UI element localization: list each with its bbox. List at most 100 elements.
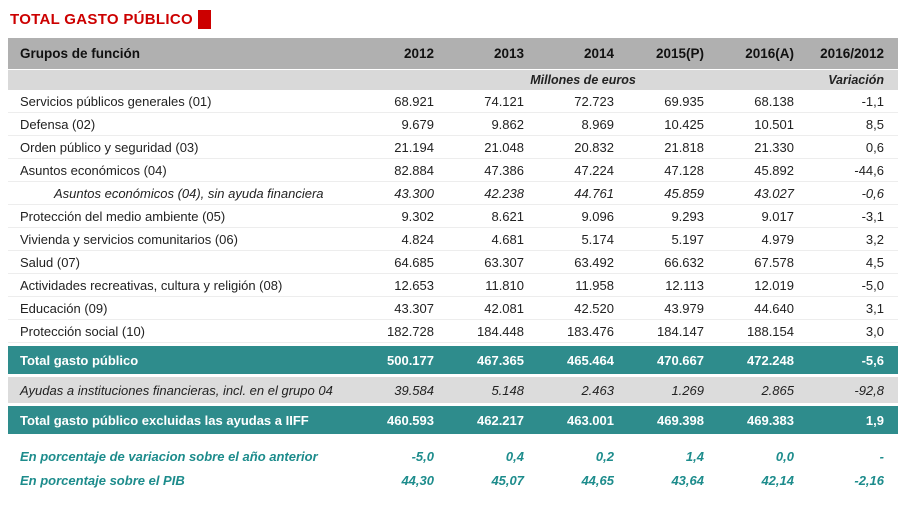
row-value: 0,0 bbox=[775, 448, 794, 464]
row-value: 11.810 bbox=[485, 277, 524, 293]
row-label: Orden público y seguridad (03) bbox=[20, 139, 199, 155]
row-value: 63.492 bbox=[574, 254, 614, 270]
row-label: Salud (07) bbox=[20, 254, 80, 270]
units-label: Millones de euros bbox=[530, 73, 636, 87]
row-value: 3,0 bbox=[865, 323, 884, 339]
row-value: 1.269 bbox=[671, 382, 704, 398]
row-value: -92,8 bbox=[854, 382, 884, 398]
header-year-2016a: 2016(A) bbox=[745, 46, 794, 61]
table-row: Orden público y seguridad (03) 21.194 21.0… bbox=[8, 136, 898, 159]
table-row: Salud (07) 64.685 63.307 63.492 66.632 67.578… bbox=[8, 251, 898, 274]
row-value: 47.386 bbox=[484, 162, 524, 178]
row-value: -3,1 bbox=[861, 208, 884, 224]
row-value: 68.138 bbox=[754, 93, 794, 109]
header-year-2014: 2014 bbox=[583, 46, 614, 61]
row-value: 82.884 bbox=[394, 162, 434, 178]
row-value: 67.578 bbox=[754, 254, 794, 270]
table-row: Defensa (02) 9.679 9.862 8.969 10.425 10.501 8… bbox=[8, 113, 898, 136]
row-value: 0,6 bbox=[865, 139, 884, 155]
table-row: Protección del medio ambiente (05) 9.302 8… bbox=[8, 205, 898, 228]
row-value: 2.865 bbox=[761, 382, 794, 398]
row-value: 42.520 bbox=[574, 300, 614, 316]
table-row: Asuntos económicos (04) 82.884 47.386 47.22… bbox=[8, 159, 898, 182]
row-value: 45.892 bbox=[754, 162, 794, 178]
table-body: Servicios públicos generales (01) 68.921 7… bbox=[8, 90, 898, 492]
row-value: 463.001 bbox=[567, 412, 614, 428]
row-value: 9.293 bbox=[671, 208, 704, 224]
row-label: En porcentaje de variacion sobre el año … bbox=[20, 448, 318, 464]
row-value: 8.621 bbox=[491, 208, 524, 224]
row-value: 42,14 bbox=[761, 472, 794, 488]
row-value: 5.174 bbox=[581, 231, 614, 247]
table-row: Protección social (10) 182.728 184.448 183.… bbox=[8, 320, 898, 343]
row-value: 3,2 bbox=[865, 231, 884, 247]
row-label: Servicios públicos generales (01) bbox=[20, 93, 212, 109]
row-value: 10.501 bbox=[754, 116, 794, 132]
row-label: Educación (09) bbox=[20, 300, 108, 316]
row-value: 5.148 bbox=[491, 382, 524, 398]
row-value: -1,1 bbox=[861, 93, 884, 109]
row-value: 44,65 bbox=[581, 472, 614, 488]
table-row: En porcentaje sobre el PIB 44,30 45,07 44,6… bbox=[8, 468, 898, 492]
row-value: 43,64 bbox=[671, 472, 704, 488]
row-value: 9.862 bbox=[491, 116, 524, 132]
row-value: 20.832 bbox=[574, 139, 614, 155]
table-row: Total gasto público excluidas las ayudas… bbox=[8, 406, 898, 434]
row-value: 460.593 bbox=[387, 412, 434, 428]
row-value: 184.147 bbox=[657, 323, 704, 339]
row-value: 12.113 bbox=[665, 277, 704, 293]
row-value: 188.154 bbox=[747, 323, 794, 339]
row-value: 469.383 bbox=[747, 412, 794, 428]
table-row: Total gasto público 500.177 467.365 465.464… bbox=[8, 346, 898, 374]
row-value: 64.685 bbox=[394, 254, 434, 270]
row-value: 9.017 bbox=[761, 208, 794, 224]
row-value: 469.398 bbox=[657, 412, 704, 428]
row-value: -44,6 bbox=[854, 162, 884, 178]
variation-label: Variación bbox=[828, 73, 884, 87]
row-value: 69.935 bbox=[664, 93, 704, 109]
row-value: 43.027 bbox=[754, 185, 794, 201]
row-label: Total gasto público excluidas las ayudas… bbox=[20, 412, 309, 428]
header-year-2015p: 2015(P) bbox=[655, 46, 704, 61]
row-value: 4.681 bbox=[491, 231, 524, 247]
row-value: 44.761 bbox=[574, 185, 614, 201]
row-value: 9.679 bbox=[401, 116, 434, 132]
row-value: 1,9 bbox=[865, 412, 884, 428]
row-value: 1,4 bbox=[685, 448, 704, 464]
row-value: 462.217 bbox=[477, 412, 524, 428]
row-value: 465.464 bbox=[567, 352, 614, 368]
row-value: 74.121 bbox=[484, 93, 524, 109]
row-value: - bbox=[879, 448, 884, 464]
page-title: TOTAL GASTO PÚBLICO bbox=[10, 11, 193, 28]
row-value: 44,30 bbox=[401, 472, 434, 488]
row-label: Asuntos económicos (04) bbox=[20, 162, 167, 178]
row-value: 2.463 bbox=[581, 382, 614, 398]
row-value: 44.640 bbox=[754, 300, 794, 316]
row-value: 9.096 bbox=[581, 208, 614, 224]
row-value: 4.824 bbox=[401, 231, 434, 247]
row-value: 21.818 bbox=[664, 139, 704, 155]
row-value: 467.365 bbox=[477, 352, 524, 368]
row-value: 21.330 bbox=[754, 139, 794, 155]
row-value: 21.048 bbox=[484, 139, 524, 155]
row-value: 72.723 bbox=[574, 93, 614, 109]
title-accent-block bbox=[197, 10, 211, 29]
row-value: 47.128 bbox=[664, 162, 704, 178]
row-value: 39.584 bbox=[394, 382, 434, 398]
header-ratio-2016-2012: 2016/2012 bbox=[820, 46, 884, 61]
row-value: 63.307 bbox=[484, 254, 524, 270]
row-value: -5,6 bbox=[861, 352, 884, 368]
header-year-2012: 2012 bbox=[403, 46, 434, 61]
row-label: Vivienda y servicios comunitarios (06) bbox=[20, 231, 238, 247]
row-value: 66.632 bbox=[664, 254, 704, 270]
report-page: TOTAL GASTO PÚBLICO Grupos de función 20… bbox=[8, 10, 898, 492]
header-year-2013: 2013 bbox=[493, 46, 524, 61]
row-value: 12.653 bbox=[394, 277, 434, 293]
row-value: 0,4 bbox=[505, 448, 524, 464]
row-label: En porcentaje sobre el PIB bbox=[20, 472, 185, 488]
header-groups-label: Grupos de función bbox=[20, 46, 140, 61]
row-value: 10.425 bbox=[664, 116, 704, 132]
row-label: Ayudas a instituciones financieras, incl… bbox=[20, 382, 333, 398]
row-value: 43.300 bbox=[394, 185, 434, 201]
table-row: Vivienda y servicios comunitarios (06) 4.… bbox=[8, 228, 898, 251]
